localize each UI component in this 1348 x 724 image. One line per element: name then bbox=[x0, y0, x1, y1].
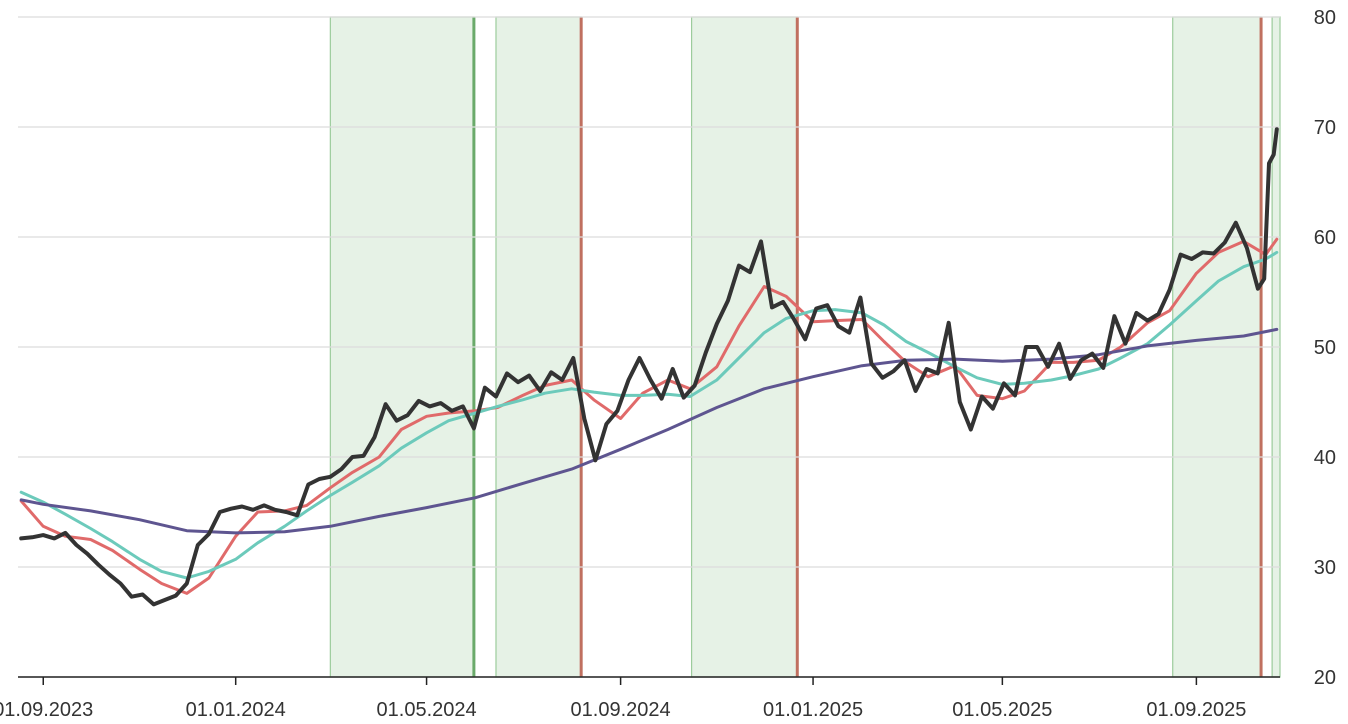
series-short-average-line bbox=[19, 237, 1279, 595]
x-tick-label: 01.09.2023 bbox=[0, 699, 93, 721]
x-tick-label: 01.05.2025 bbox=[952, 699, 1052, 721]
y-tick-label: 60 bbox=[1314, 227, 1336, 249]
x-tick-label: 01.05.2024 bbox=[377, 699, 477, 721]
axes: 01.09.2023 01.01.2024 01.05.2024 01.09.2024… bbox=[0, 7, 1336, 721]
series-medium-average-line bbox=[19, 250, 1279, 580]
series-price-line bbox=[19, 127, 1279, 607]
y-tick-label: 40 bbox=[1314, 447, 1336, 469]
y-tick-label: 20 bbox=[1314, 667, 1336, 689]
x-tick-label: 01.01.2025 bbox=[763, 699, 863, 721]
y-tick-label: 30 bbox=[1314, 557, 1336, 579]
series-lines bbox=[19, 127, 1279, 607]
x-tick-label: 01.09.2025 bbox=[1146, 699, 1246, 721]
y-tick-label: 50 bbox=[1314, 337, 1336, 359]
y-tick-label: 80 bbox=[1314, 7, 1336, 29]
y-tick-label: 70 bbox=[1314, 117, 1336, 139]
x-tick-label: 01.09.2024 bbox=[571, 699, 671, 721]
x-tick-label: 01.01.2024 bbox=[186, 699, 286, 721]
